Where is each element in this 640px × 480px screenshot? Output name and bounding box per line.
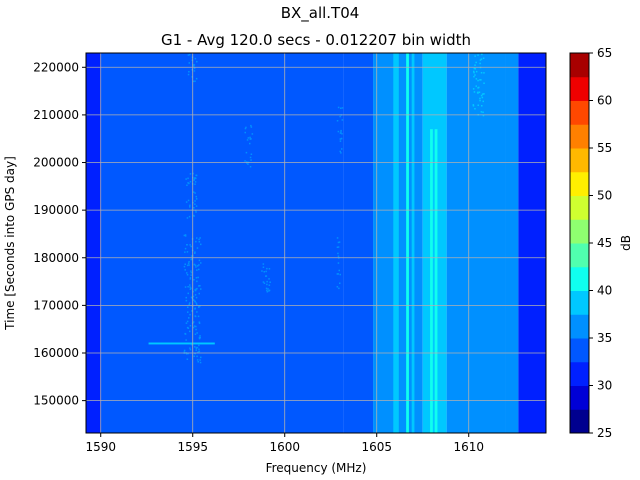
y-tick-label: 160000	[33, 346, 79, 360]
colorbar-segment	[570, 409, 589, 434]
y-tick-label: 210000	[33, 108, 79, 122]
plot-frame	[85, 52, 547, 434]
colorbar	[569, 52, 590, 434]
signal-line	[393, 53, 399, 433]
colorbar-segment	[570, 124, 589, 149]
colorbar-segment	[570, 266, 589, 291]
y-tick-label: 220000	[33, 60, 79, 74]
y-tick-label: 200000	[33, 156, 79, 170]
plot-area	[85, 52, 547, 434]
colorbar-tick-label: 40	[597, 284, 612, 298]
x-axis-label: Frequency (MHz)	[266, 461, 367, 475]
colorbar-tick-label: 45	[597, 236, 612, 250]
x-tick-label: 1605	[361, 440, 392, 454]
colorbar-tick-label: 25	[597, 426, 612, 440]
colorbar-segment	[570, 76, 589, 101]
x-tick-label: 1600	[269, 440, 300, 454]
colorbar-axis: 25 30 35 40 45 50 55 60 65	[589, 46, 612, 440]
colorbar-segment	[570, 195, 589, 220]
y-tick-label: 190000	[33, 203, 79, 217]
signal-cluster	[336, 237, 341, 290]
colorbar-segment	[570, 314, 589, 339]
grid-lines	[86, 53, 546, 433]
colorbar-segment	[570, 338, 589, 363]
colorbar-tick-label: 60	[597, 94, 612, 108]
chart-subtitle: G1 - Avg 120.0 secs - 0.012207 bin width	[161, 31, 471, 49]
x-tick-label: 1610	[453, 440, 484, 454]
signal-cluster	[261, 263, 271, 293]
frequency-band	[343, 53, 374, 433]
colorbar-tick-label: 35	[597, 331, 612, 345]
signal-line	[430, 129, 433, 433]
colorbar-segment	[570, 361, 589, 386]
signal-line	[380, 53, 384, 433]
colorbar-segment	[570, 243, 589, 268]
signal-hline	[148, 342, 215, 345]
frequency-band	[100, 53, 344, 433]
frequency-band	[446, 53, 506, 433]
signal-line	[406, 53, 409, 433]
heatmap-cells	[86, 53, 546, 433]
colorbar-segment	[570, 385, 589, 410]
y-axis: 150000 160000 170000 180000 190000 200000 2100…	[33, 60, 86, 408]
y-axis-label: Time [Seconds into GPS day]	[3, 156, 17, 331]
chart-title: BX_all.T04	[281, 4, 360, 23]
signal-line	[411, 53, 415, 433]
colorbar-tick-label: 65	[597, 46, 612, 60]
x-tick-label: 1595	[177, 440, 208, 454]
colorbar-segment	[570, 100, 589, 125]
colorbar-segment	[570, 171, 589, 196]
colorbar-segment	[570, 290, 589, 315]
signal-line	[434, 129, 438, 433]
y-tick-label: 180000	[33, 251, 79, 265]
signal-cluster	[244, 124, 254, 168]
colorbar-segment	[570, 53, 589, 78]
colorbar-tick-label: 30	[597, 379, 612, 393]
x-axis: 1590 1595 1600 1605 1610	[85, 433, 484, 454]
colorbar-segment	[570, 219, 589, 244]
y-tick-label: 150000	[33, 394, 79, 408]
colorbar-tick-label: 50	[597, 189, 612, 203]
frequency-band	[86, 53, 101, 433]
colorbar-segment	[570, 148, 589, 173]
y-tick-label: 170000	[33, 298, 79, 312]
colorbar-label: dB	[619, 235, 633, 251]
frequency-band	[505, 53, 519, 433]
colorbar-tick-label: 55	[597, 141, 612, 155]
x-tick-label: 1590	[85, 440, 116, 454]
frequency-band	[518, 53, 546, 433]
